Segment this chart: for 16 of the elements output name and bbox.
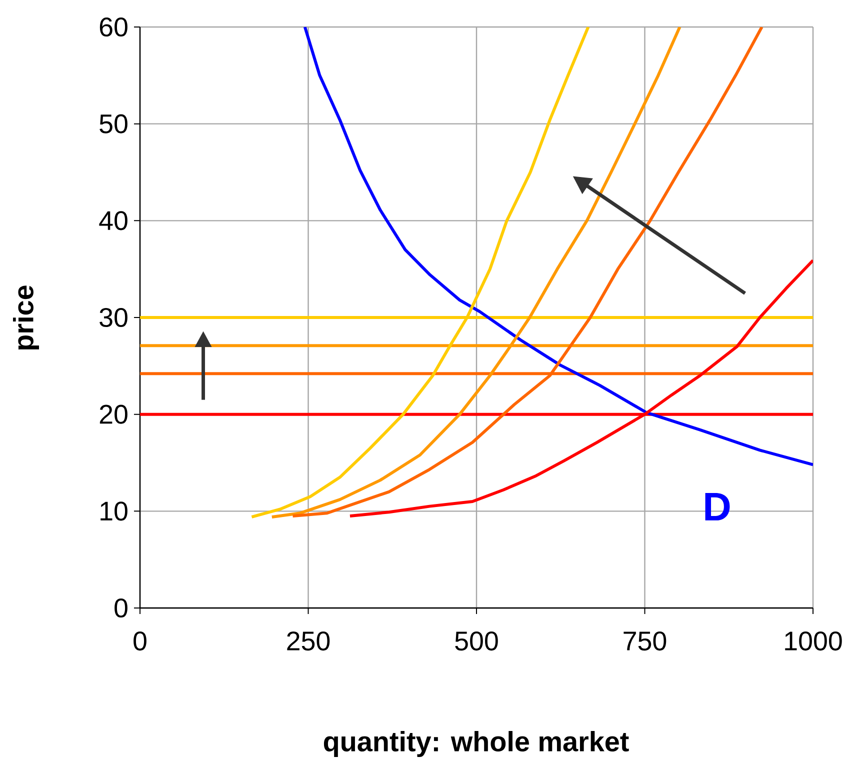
series-label: D xyxy=(705,492,730,520)
x-tick-label: 0 xyxy=(134,632,146,651)
x-tick-label: 750 xyxy=(624,632,666,651)
y-tick-label: 40 xyxy=(99,211,128,230)
x-tick-label: 1000 xyxy=(785,632,842,651)
y-tick-label: 50 xyxy=(100,114,128,134)
y-tick-label: 30 xyxy=(100,308,128,328)
y-tick-label: 10 xyxy=(100,502,128,521)
x-tick-label: 250 xyxy=(287,632,330,651)
y-tick-label: 60 xyxy=(100,17,128,37)
x-axis-title: quantity: whole market xyxy=(324,731,629,757)
y-axis-title: price xyxy=(13,286,39,350)
x-tick-label: 500 xyxy=(455,632,498,651)
y-tick-label: 0 xyxy=(114,598,128,618)
y-tick-label: 20 xyxy=(100,404,128,424)
line-series xyxy=(303,26,814,466)
